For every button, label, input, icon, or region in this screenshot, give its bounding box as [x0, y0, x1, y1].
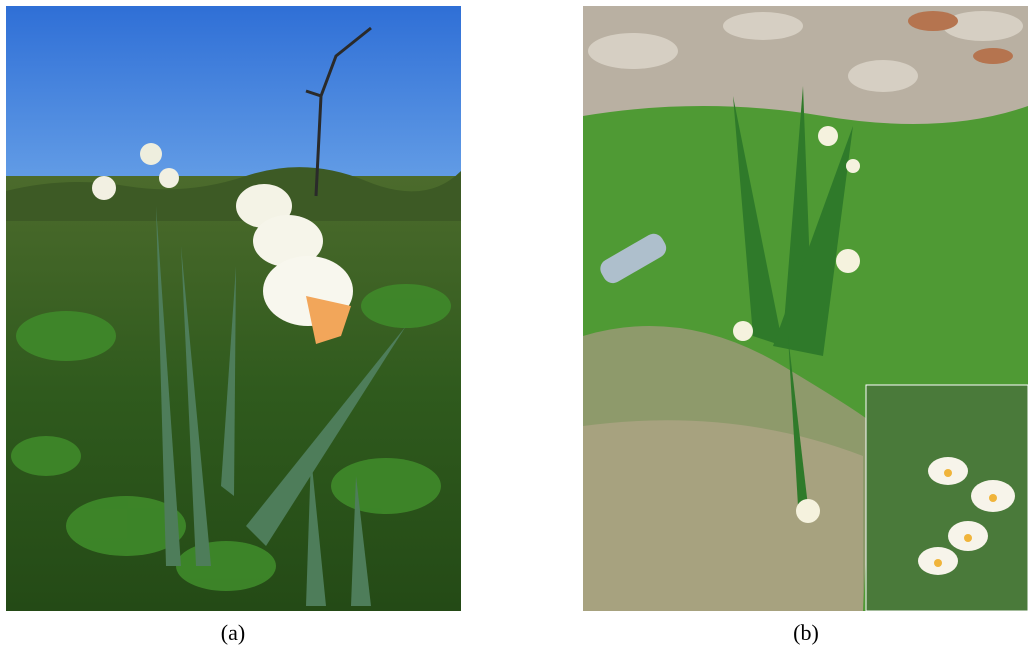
panel-label: (a)	[173, 620, 293, 646]
panel-label: (b)	[746, 620, 866, 646]
figure: (a) (b) (() => { const data = JSON.parse…	[0, 0, 1029, 648]
photo-b	[583, 6, 1028, 611]
photo-a	[6, 6, 461, 611]
